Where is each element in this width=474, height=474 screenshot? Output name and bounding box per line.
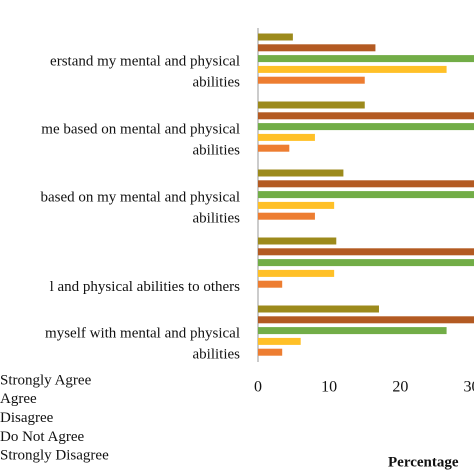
bar [258, 169, 344, 177]
bar [258, 269, 335, 277]
bar [258, 327, 447, 335]
category-label: abilities [193, 347, 241, 363]
bar [258, 191, 474, 199]
category-label: abilities [193, 211, 241, 227]
x-tick-label: 0 [254, 379, 262, 396]
bar [258, 112, 474, 120]
x-tick-label: 20 [392, 379, 408, 396]
category-label: myself with mental and physical [45, 326, 240, 342]
bar [258, 123, 474, 131]
category-label: l and physical abilities to others [50, 279, 241, 295]
bar [258, 337, 301, 345]
category-label: me based on mental and physical [41, 122, 240, 138]
bar [258, 133, 315, 141]
bar [258, 259, 474, 267]
bar [258, 65, 447, 73]
bar [258, 316, 474, 324]
bar [258, 101, 365, 109]
bar [258, 33, 293, 41]
legend-label: Strongly Disagree [0, 448, 109, 464]
bar [258, 348, 283, 356]
legend-label: Strongly Agree [0, 372, 92, 388]
bar [258, 144, 290, 152]
bar [258, 248, 474, 256]
legend-label: Agree [0, 391, 37, 407]
bar [258, 76, 365, 84]
bar [258, 201, 335, 209]
bar [258, 44, 376, 52]
category-label: based on my mental and physical [40, 190, 240, 206]
x-tick-label: 10 [321, 379, 337, 396]
category-label: erstand my mental and physical [50, 54, 240, 70]
bar [258, 180, 474, 188]
legend-label: Disagree [0, 410, 54, 426]
bar [258, 305, 379, 313]
legend-label: Do Not Agree [0, 429, 84, 445]
bar [258, 212, 315, 220]
category-label: abilities [193, 75, 241, 91]
bar [258, 237, 337, 245]
x-axis-title: Percentage [388, 454, 459, 470]
bar [258, 55, 474, 63]
bar [258, 280, 283, 288]
x-tick-label: 30 [464, 379, 474, 396]
category-label: abilities [193, 143, 241, 159]
